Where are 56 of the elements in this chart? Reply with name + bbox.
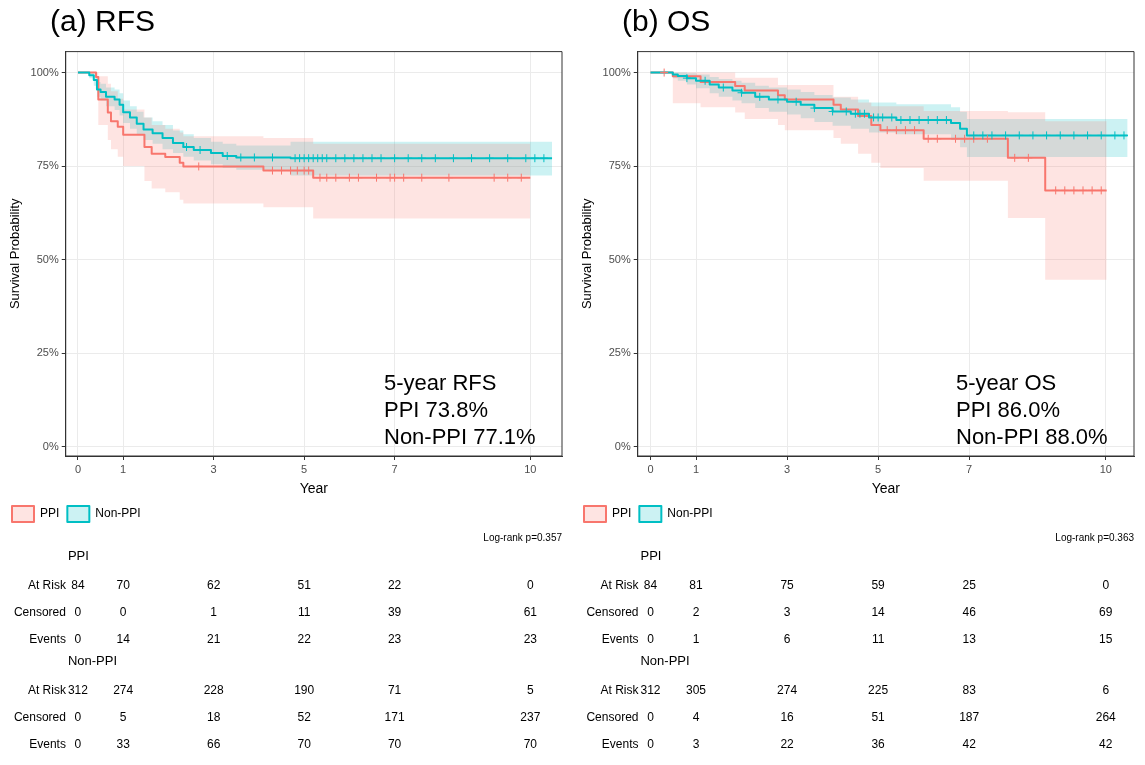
annotation: PPI 73.8% [384,397,488,422]
y-tick-label: 100% [30,65,59,78]
text: Non-PPI [640,653,690,668]
y-tick-label: 50% [36,252,59,265]
y-axis-title: Survival Probability [579,198,595,310]
annotation: Non-PPI 77.1% [384,424,536,449]
text: Events 0 1 6 11 13 15 [601,632,1113,646]
chart-title: (b) OS [621,3,712,39]
text: Non-PPI [67,653,118,668]
legend-label: Non-PPI [667,506,713,521]
annotation: Non-PPI 88.0% [956,424,1108,449]
text: Censored 0 0 1 11 39 61 [13,605,538,619]
x-tick-label: 5 [301,462,308,475]
x-axis-title: Year [299,480,329,497]
y-tick-label: 75% [608,159,631,172]
chart-title: (a) RFS [49,3,156,39]
y-tick-label: 50% [608,252,631,265]
text: PPI [67,548,89,563]
text: Events 0 14 21 22 23 23 [29,632,538,646]
x-tick-label: 0 [74,462,82,475]
text: At Risk 312 274 228 190 71 5 [27,683,534,697]
x-tick-label: 7 [391,462,398,475]
y-tick-label: 100% [602,65,631,78]
text: Events 0 3 22 36 42 42 [601,737,1113,751]
legend-label: Non-PPI [95,506,141,521]
text: Log-rank p=0.363 [1055,532,1134,543]
x-tick-label: 3 [784,462,791,475]
x-axis-title: Year [871,480,901,497]
y-tick-label: 25% [608,346,631,359]
y-tick-label: 75% [36,159,59,172]
x-tick-label: 0 [647,462,654,475]
x-tick-label: 5 [875,462,882,475]
text: Censored 0 5 18 52 171 237 [13,710,541,724]
x-tick-label: 3 [210,462,217,475]
x-tick-label: 1 [120,462,127,475]
text: Censored 0 4 16 51 187 264 [586,710,1116,724]
y-tick-label: 0% [42,439,59,452]
annotation: 5-year OS [956,370,1057,395]
y-tick-label: 25% [36,346,59,359]
annotation: 5-year RFS [384,370,497,395]
text: Censored 0 2 3 14 46 69 [586,605,1113,619]
text: At Risk 312 305 274 225 83 6 [600,683,1110,697]
text: At Risk 84 81 75 59 25 0 [600,578,1110,592]
x-tick-label: 1 [692,462,700,475]
legend-label: PPI [40,506,60,521]
y-axis-title: Survival Probability [7,198,23,310]
x-tick-label: 10 [524,462,537,475]
legend-label: PPI [612,506,632,521]
text: Log-rank p=0.357 [483,532,562,543]
text: Events 0 33 66 70 70 70 [29,737,538,751]
x-tick-label: 7 [966,462,973,475]
annotation: PPI 86.0% [956,397,1060,422]
x-tick-label: 10 [1099,462,1112,475]
text: At Risk 84 70 62 51 22 0 [27,578,534,592]
text: PPI [640,548,662,563]
y-tick-label: 0% [614,439,631,452]
